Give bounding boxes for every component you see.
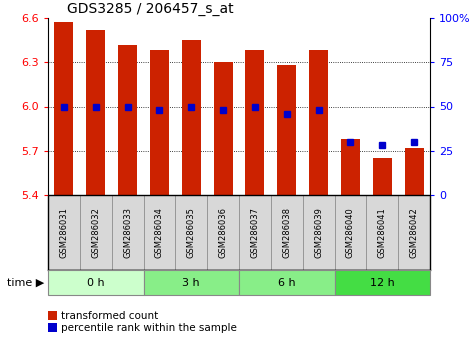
Bar [112, 195, 143, 270]
Text: GDS3285 / 206457_s_at: GDS3285 / 206457_s_at [67, 1, 234, 16]
Text: GSM286042: GSM286042 [410, 207, 419, 258]
Bar [86, 30, 105, 195]
Text: GSM286035: GSM286035 [187, 207, 196, 258]
Text: GSM286034: GSM286034 [155, 207, 164, 258]
Bar [48, 270, 143, 295]
Text: GSM286036: GSM286036 [219, 207, 228, 258]
Bar [334, 195, 366, 270]
Bar [213, 62, 233, 195]
Bar [373, 158, 392, 195]
Bar [309, 51, 328, 195]
Bar [143, 195, 175, 270]
Text: GSM286031: GSM286031 [60, 207, 69, 258]
Bar [245, 51, 264, 195]
Text: GSM286040: GSM286040 [346, 207, 355, 258]
Text: GSM286037: GSM286037 [250, 207, 259, 258]
Text: GSM286039: GSM286039 [314, 207, 323, 258]
Text: percentile rank within the sample: percentile rank within the sample [61, 323, 237, 333]
Bar [118, 45, 137, 195]
Text: 6 h: 6 h [278, 278, 296, 287]
Text: transformed count: transformed count [61, 311, 158, 321]
Bar [182, 40, 201, 195]
Text: GSM286041: GSM286041 [378, 207, 387, 258]
Bar [398, 195, 430, 270]
Bar [54, 22, 73, 195]
Text: 12 h: 12 h [370, 278, 394, 287]
Bar [271, 195, 303, 270]
Bar [80, 195, 112, 270]
Bar [239, 195, 271, 270]
Bar [366, 195, 398, 270]
Text: time ▶: time ▶ [7, 278, 44, 287]
Bar [277, 65, 296, 195]
Bar [175, 195, 207, 270]
Bar [404, 148, 424, 195]
Text: 0 h: 0 h [87, 278, 105, 287]
Text: GSM286033: GSM286033 [123, 207, 132, 258]
Bar [150, 51, 169, 195]
Text: 3 h: 3 h [183, 278, 200, 287]
Bar [341, 139, 360, 195]
Bar [334, 270, 430, 295]
Bar [143, 270, 239, 295]
Bar [207, 195, 239, 270]
Text: GSM286038: GSM286038 [282, 207, 291, 258]
Bar [303, 195, 334, 270]
Bar [48, 195, 80, 270]
Bar [239, 270, 334, 295]
Text: GSM286032: GSM286032 [91, 207, 100, 258]
